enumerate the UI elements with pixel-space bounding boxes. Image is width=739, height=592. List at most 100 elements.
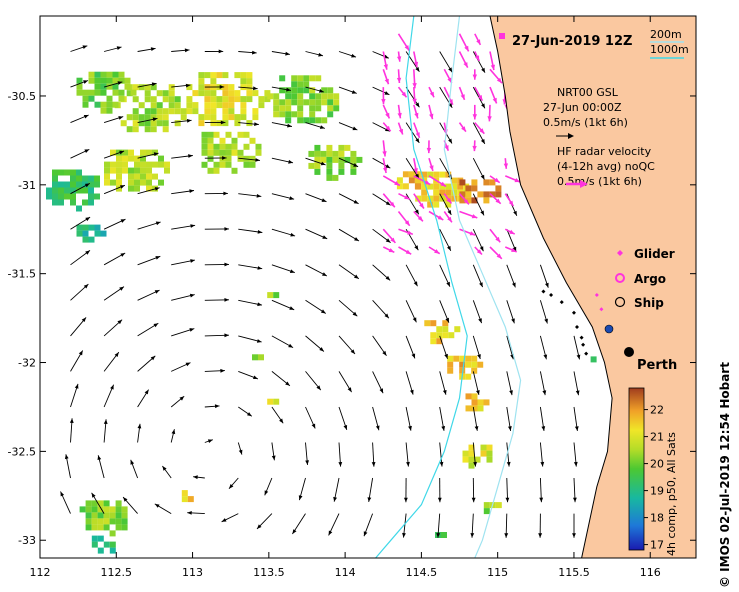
- sst-pixel: [222, 108, 229, 115]
- model-legend-line-1: NRT00 GSL: [557, 86, 619, 99]
- sst-pixel: [52, 181, 58, 188]
- sst-pixel: [186, 84, 193, 91]
- model-vector-head: [471, 497, 476, 503]
- model-vector-head: [352, 311, 358, 317]
- sst-pixel: [462, 456, 469, 463]
- model-vector-head: [83, 115, 89, 119]
- sst-pixel: [94, 71, 101, 78]
- sst-pixel: [138, 84, 145, 91]
- sst-pixel: [174, 120, 181, 127]
- sst-pixel: [402, 171, 409, 178]
- sst-pixel: [471, 399, 478, 406]
- sst-pixel: [88, 89, 95, 96]
- sst-pixel: [264, 90, 271, 97]
- sst-pixel: [237, 131, 244, 138]
- sst-pixel: [459, 179, 466, 186]
- radar-vector-head: [508, 200, 514, 207]
- model-vector-head: [508, 426, 512, 431]
- sst-pixel: [314, 162, 321, 169]
- sst-pixel: [144, 108, 151, 115]
- radar-vector-head: [476, 249, 482, 255]
- sst-pixel: [88, 199, 94, 206]
- sst-pixel: [70, 187, 76, 194]
- plot-frame: [39, 15, 697, 559]
- glider-track-point: [579, 335, 584, 340]
- sst-pixel: [228, 84, 235, 91]
- model-vector-head: [224, 333, 229, 338]
- radar-vector-head: [415, 132, 420, 138]
- model-vector-head: [411, 353, 416, 359]
- model-vector-head: [509, 390, 513, 396]
- sst-pixel: [309, 75, 316, 82]
- sst-pixel: [321, 87, 328, 94]
- sst-pixel: [486, 456, 493, 463]
- sst-pixel: [82, 224, 89, 231]
- sst-pixel: [109, 530, 116, 537]
- radar-vector-head: [388, 248, 395, 253]
- model-vector-head: [511, 318, 515, 324]
- sst-pixel: [82, 175, 88, 182]
- sst-pixel: [231, 143, 238, 150]
- sst-pixel: [198, 90, 205, 97]
- sst-pixel: [338, 156, 345, 163]
- sst-pixel: [152, 173, 158, 180]
- sst-pixel: [192, 108, 199, 115]
- sst-pixel: [216, 120, 223, 127]
- sst-pixel: [201, 131, 208, 138]
- sst-pixel: [222, 114, 229, 121]
- model-vector-head: [151, 82, 157, 87]
- radar-vector-head: [429, 113, 434, 120]
- model-vector-head: [477, 354, 481, 359]
- model-vector-head: [220, 120, 226, 125]
- sst-pixel: [433, 201, 440, 208]
- model-vector-head: [479, 282, 483, 288]
- sst-pixel: [273, 105, 280, 112]
- model-vector-head: [448, 138, 452, 144]
- model-vector-head: [384, 313, 389, 319]
- sst-pixel: [97, 506, 104, 513]
- sst-pixel: [132, 108, 139, 115]
- sst-pixel: [181, 490, 188, 497]
- model-vector-head: [91, 492, 96, 498]
- model-vector-head: [82, 45, 88, 49]
- sst-pixel: [144, 90, 151, 97]
- radar-vector-head: [385, 125, 391, 132]
- sst-pixel: [162, 90, 169, 97]
- sst-pixel: [156, 90, 163, 97]
- sst-pixel: [109, 518, 116, 525]
- sst-pixel: [285, 93, 292, 100]
- sst-pixel: [158, 155, 164, 162]
- model-vector-head: [257, 524, 262, 529]
- sst-pixel: [146, 185, 152, 192]
- model-vector-head: [154, 290, 160, 294]
- sst-pixel: [252, 90, 259, 97]
- sst-pixel: [225, 155, 232, 162]
- model-vector-head: [229, 484, 234, 489]
- model-vector-head: [320, 161, 326, 166]
- sst-pixel: [327, 105, 334, 112]
- model-vector-head: [256, 194, 262, 198]
- model-vector-head: [479, 246, 484, 252]
- radar-vector-layer: [381, 33, 521, 260]
- sst-pixel: [207, 167, 214, 174]
- isobath-legend-1000: 1000m: [650, 43, 689, 56]
- model-vector-head: [189, 328, 195, 332]
- radar-vector-head: [383, 64, 388, 70]
- sst-pixel: [124, 77, 131, 84]
- radar-vector-head: [492, 97, 497, 104]
- model-vector-head: [402, 532, 406, 538]
- sst-pixel: [237, 149, 244, 156]
- sst-pixel: [468, 450, 475, 457]
- model-vector-head: [286, 87, 291, 92]
- sst-pixel: [122, 149, 128, 156]
- sst-pixel: [240, 96, 247, 103]
- sst-pixel: [495, 191, 502, 198]
- sst-pixel: [128, 173, 134, 180]
- sst-pixel: [82, 101, 89, 108]
- model-vector-head: [298, 495, 303, 501]
- sst-pixel: [222, 84, 229, 91]
- colorbar-tick-label: 17: [650, 539, 664, 552]
- model-vector-head: [542, 390, 547, 396]
- sst-pixel: [150, 96, 157, 103]
- model-vector-head: [85, 250, 90, 255]
